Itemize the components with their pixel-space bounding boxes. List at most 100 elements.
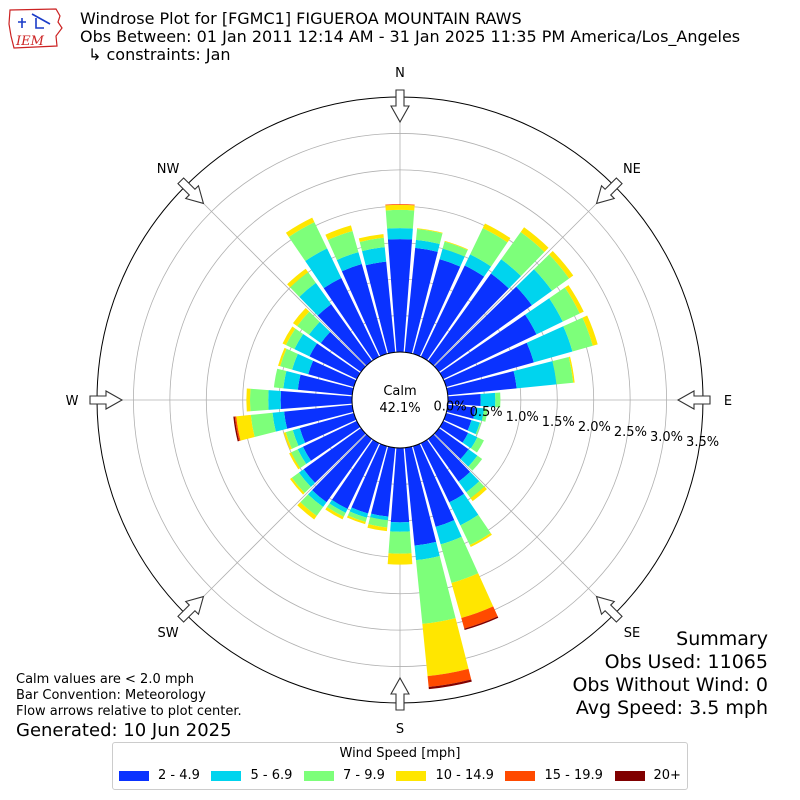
flow-arrow-icon [177, 595, 205, 623]
bar-segment [362, 247, 387, 266]
bar-segment [283, 371, 301, 390]
bar-segment [268, 390, 281, 410]
bar-segment [435, 520, 462, 545]
bar-segment [390, 521, 410, 532]
bar-segment [449, 493, 479, 526]
legend-items: 2 - 4.9 5 - 6.9 7 - 9.9 10 - 14.9 15 - 1… [113, 761, 687, 783]
bar-segment [464, 254, 492, 277]
bar-segment [415, 239, 440, 252]
bar-segment [470, 437, 484, 453]
bar-segment [428, 434, 471, 482]
bar-segment [326, 503, 346, 517]
legend-swatch [119, 770, 149, 781]
bar-segment [447, 393, 481, 407]
constraints-text: ↳ constraints: Jan [88, 45, 231, 64]
bar-segment [388, 531, 412, 554]
bar-segment [233, 416, 240, 442]
bar-segment [427, 668, 472, 688]
bar-segment [288, 222, 328, 262]
flow-arrow-icon [390, 676, 410, 711]
bar-segment [302, 420, 361, 461]
bar-segment [490, 259, 522, 289]
logo-text: IEM [15, 34, 45, 49]
bar-segment [341, 264, 388, 357]
bar-segment [564, 285, 584, 314]
bar-segment [470, 486, 487, 502]
bar-segment [412, 443, 455, 527]
bar-segment [439, 314, 537, 380]
bar-segment [317, 304, 372, 366]
bar-segment [387, 228, 413, 240]
bar-segment [404, 247, 438, 354]
bar-segment [468, 455, 483, 471]
legend-item: 2 - 4.9 [119, 768, 200, 783]
compass-label: SW [158, 626, 179, 641]
bar-segment [420, 265, 485, 361]
bar-segment [285, 217, 315, 237]
bar-segment [246, 388, 251, 412]
bar-segment [434, 286, 532, 372]
flow-arrow-icon [595, 595, 623, 623]
bar-segment [520, 227, 549, 252]
bar-segment [292, 428, 306, 446]
compass-label: NW [157, 162, 180, 177]
flow-arrow-icon [177, 177, 205, 205]
legend-item: 7 - 9.9 [303, 768, 385, 783]
bar-segment [417, 228, 443, 234]
bar-segment [329, 499, 348, 513]
legend-swatch [211, 770, 242, 781]
legend-label: 10 - 14.9 [435, 768, 494, 783]
bar-segment [469, 532, 492, 547]
generated-date: Generated: 10 Jun 2025 [16, 720, 232, 741]
bar-segment [358, 234, 384, 242]
compass-label: W [66, 394, 79, 409]
bar-segment [473, 407, 485, 421]
bar-segment [501, 232, 545, 276]
bar-segment [387, 239, 413, 353]
bar-segment [464, 616, 499, 630]
bar-segment [480, 392, 496, 408]
radial-tick-label: 2.5% [614, 425, 647, 440]
bar-segment [414, 541, 440, 561]
calm-note: Calm values are < 2.0 mph [16, 672, 195, 687]
bar-segment [303, 428, 366, 483]
bar-segment [460, 514, 491, 546]
bar-segment [291, 472, 311, 494]
summary-title: Summary [676, 628, 768, 650]
bar-segment [387, 553, 413, 565]
legend-label: 20+ [653, 768, 681, 783]
bar-segment [552, 357, 574, 385]
flow-arrow-note: Flow arrows relative to plot center. [16, 704, 242, 719]
bar-segment [460, 449, 478, 467]
bar-segment [526, 326, 573, 363]
weather-station-icon [18, 13, 51, 29]
bar-segment [439, 248, 465, 267]
legend-swatch [396, 770, 427, 781]
bar-segment [568, 356, 575, 383]
radial-tick-label: 0.0% [434, 400, 467, 415]
bar-segment [462, 432, 478, 449]
radial-tick-label: 1.5% [542, 415, 575, 430]
bar-segment [280, 348, 298, 370]
legend-item: 5 - 6.9 [211, 768, 292, 783]
bar-segment [272, 411, 288, 432]
compass-label: NE [623, 162, 641, 177]
bar-segment [428, 273, 509, 366]
bar-segment [236, 414, 255, 441]
bar-segment [440, 536, 479, 583]
flow-arrow-icon [595, 177, 623, 205]
wind-bars [233, 204, 598, 690]
bar-segment [385, 204, 415, 206]
chart-title: Windrose Plot for [FGMC1] FIGUEROA MOUNT… [80, 9, 522, 28]
radial-tick-label: 1.0% [506, 410, 539, 425]
legend: Wind Speed [mph] 2 - 4.9 5 - 6.9 7 - 9.9… [112, 742, 688, 790]
bar-segment [282, 326, 296, 346]
radial-tick-labels: 0.0% 0.5% 1.0% 1.5% 2.0% 2.5% 3.0% 3.5% [434, 400, 720, 450]
bar-segment [549, 287, 580, 322]
bar-segment [250, 388, 269, 412]
bar-segment [347, 511, 367, 522]
bar-segment [346, 515, 366, 525]
legend-item: 15 - 19.9 [505, 768, 603, 783]
grid-spoke [185, 185, 367, 367]
bar-segment [280, 391, 353, 409]
